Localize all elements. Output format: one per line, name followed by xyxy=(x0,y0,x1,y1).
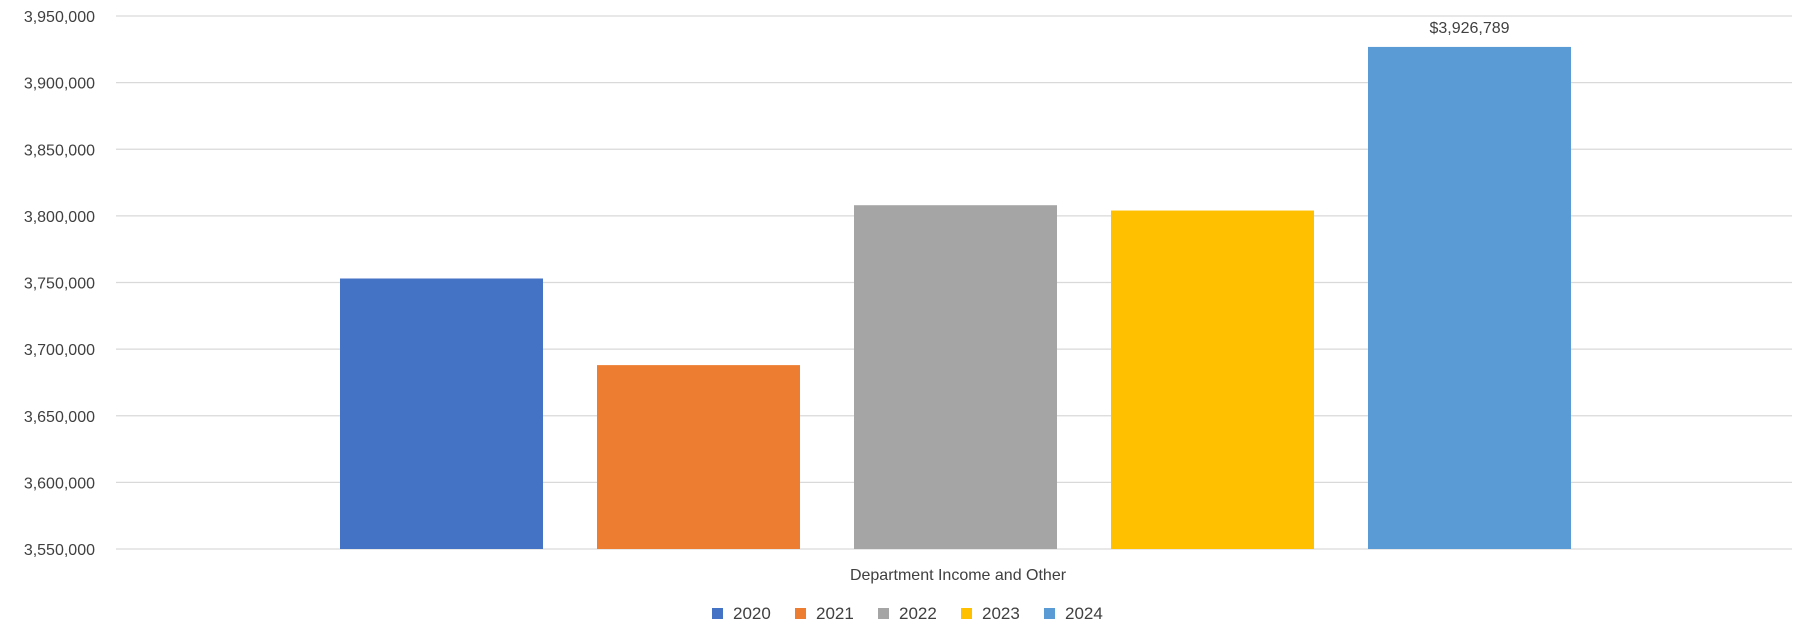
y-tick-label: 3,950,000 xyxy=(24,9,95,26)
legend-label: 2023 xyxy=(982,604,1020,623)
legend: 2020 2021 2022 2023 2024 xyxy=(712,604,1103,623)
bar-2022 xyxy=(854,205,1057,549)
legend-swatch xyxy=(795,608,806,619)
bars xyxy=(340,46,1571,550)
y-tick-label: 3,750,000 xyxy=(24,276,95,293)
bar-2024 xyxy=(1368,46,1571,550)
y-tick-label: 3,650,000 xyxy=(24,409,95,426)
y-axis: 3,550,000 3,600,000 3,650,000 3,700,000 3,75… xyxy=(24,9,95,559)
legend-label: 2024 xyxy=(1065,604,1103,623)
legend-swatch xyxy=(878,608,889,619)
y-tick-label: 3,600,000 xyxy=(24,475,95,492)
legend-item-2024: 2024 xyxy=(1044,604,1103,623)
legend-label: 2020 xyxy=(733,604,771,623)
legend-swatch xyxy=(1044,608,1055,619)
legend-item-2022: 2022 xyxy=(878,604,937,623)
y-tick-label: 3,550,000 xyxy=(24,542,95,559)
legend-item-2023: 2023 xyxy=(961,604,1020,623)
y-tick-label: 3,850,000 xyxy=(24,142,95,159)
data-label-2024: $3,926,789 xyxy=(1429,20,1509,37)
legend-label: 2021 xyxy=(816,604,854,623)
x-category-label: Department Income and Other xyxy=(850,567,1067,584)
legend-swatch xyxy=(712,608,723,619)
bar-2021 xyxy=(597,365,800,549)
y-tick-label: 3,700,000 xyxy=(24,342,95,359)
y-tick-label: 3,800,000 xyxy=(24,209,95,226)
x-axis: Department Income and Other xyxy=(850,567,1067,584)
legend-item-2021: 2021 xyxy=(795,604,854,623)
legend-swatch xyxy=(961,608,972,619)
y-tick-label: 3,900,000 xyxy=(24,76,95,93)
legend-label: 2022 xyxy=(899,604,937,623)
bar-2020 xyxy=(340,278,543,549)
bar-2023 xyxy=(1111,210,1314,550)
legend-item-2020: 2020 xyxy=(712,604,771,623)
data-labels: $3,926,789 xyxy=(1429,20,1509,37)
